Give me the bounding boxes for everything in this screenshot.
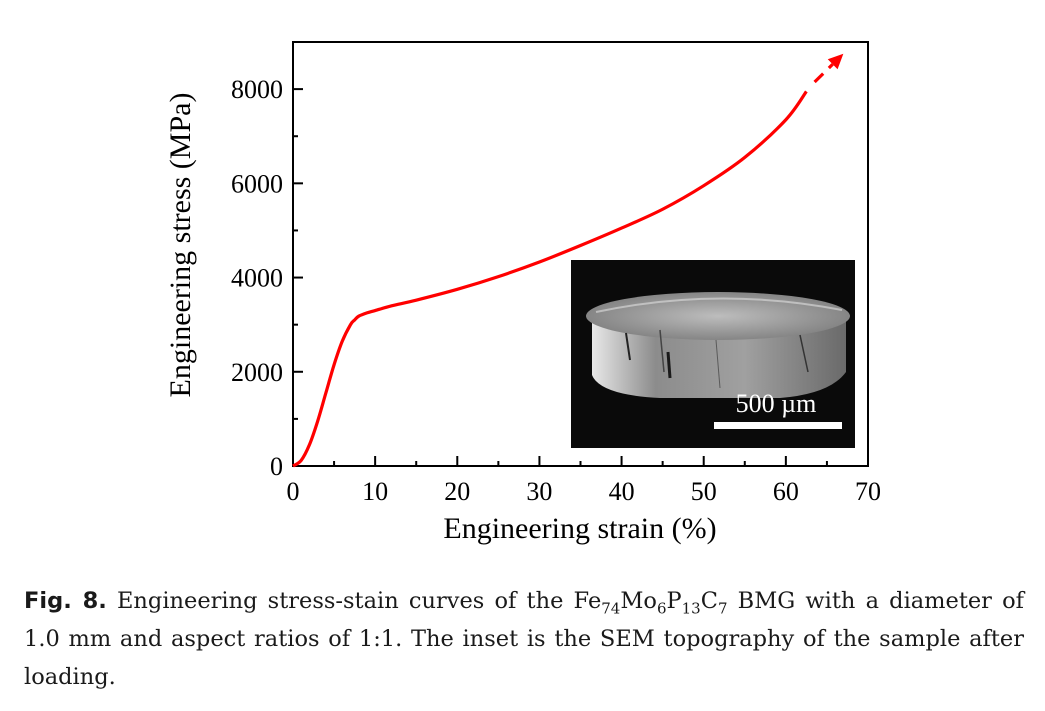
figure-label: Fig. 8.: [24, 588, 107, 614]
x-tick-label: 50: [691, 477, 717, 506]
element-c: C: [700, 588, 718, 614]
subscript-p: 13: [681, 599, 701, 618]
x-tick-label: 70: [855, 477, 881, 506]
element-p: P: [666, 588, 682, 614]
x-tick-label: 20: [444, 477, 470, 506]
x-tick-labels: 0 10 20 30 40 50 60 70: [287, 477, 882, 506]
stress-strain-chart: 0 10 20 30 40 50 60 70 0 2000 4000 6000 8000 500 µm…: [164, 41, 882, 545]
figure-caption: Fig. 8. Engineering stress-stain curves …: [24, 582, 1024, 696]
x-tick-label: 30: [526, 477, 552, 506]
axis-ticks: [292, 88, 869, 467]
y-tick-labels: 0 2000 4000 6000 8000: [231, 75, 283, 481]
subscript-mo: 6: [656, 599, 667, 618]
y-axis-title: Engineering stress (MPa): [164, 93, 197, 398]
x-tick-label: 40: [609, 477, 635, 506]
x-tick-label: 10: [362, 477, 388, 506]
element-mo: Mo: [620, 588, 657, 614]
y-tick-label: 6000: [231, 169, 283, 198]
subscript-c: 7: [717, 599, 728, 618]
y-tick-label: 8000: [231, 75, 283, 104]
x-tick-label: 0: [287, 477, 300, 506]
x-axis-title: Engineering strain (%): [443, 512, 716, 545]
sem-inset-image: 500 µm: [571, 260, 855, 448]
arrow-head: [827, 53, 844, 70]
sample-top: [586, 292, 850, 340]
y-tick-label: 0: [270, 452, 283, 481]
continuation-arrow: [813, 63, 834, 84]
scale-bar: [714, 422, 842, 429]
scale-bar-label: 500 µm: [736, 389, 817, 418]
caption-text-rest: BMG with a diameter of 1.0 mm and aspect…: [24, 588, 1024, 690]
caption-text: Engineering stress-stain curves of the F…: [117, 588, 602, 614]
subscript-fe: 74: [601, 599, 621, 618]
y-tick-label: 4000: [231, 264, 283, 293]
y-tick-label: 2000: [231, 358, 283, 387]
x-tick-label: 60: [773, 477, 799, 506]
series-line: [292, 90, 808, 468]
